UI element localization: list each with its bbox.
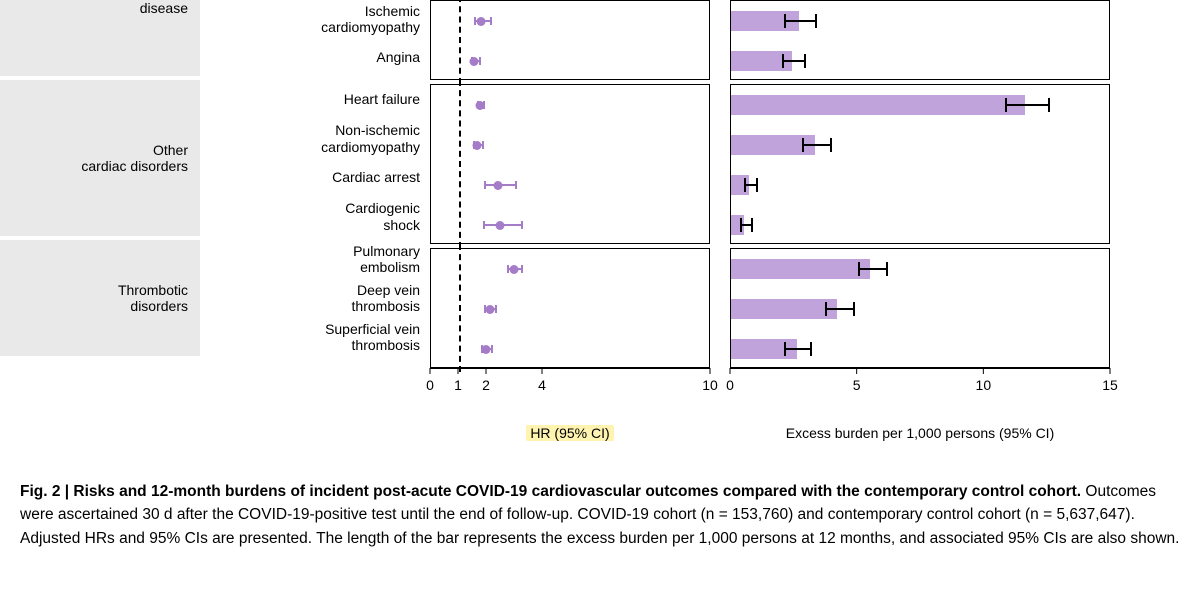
burden-panel: [730, 84, 1110, 244]
chart-area: disease Othercardiac disorders Thromboticd…: [0, 0, 1200, 368]
category-label: disease: [140, 0, 188, 16]
burden-axis-label: Excess burden per 1,000 persons (95% CI): [730, 425, 1110, 441]
category-other-cardiac: Othercardiac disorders: [0, 80, 200, 240]
burden-panel-column: [730, 0, 1110, 368]
hr-axis-label: HR (95% CI): [430, 425, 710, 441]
hr-reference-line: [459, 80, 461, 248]
burden-axis: 051015 Excess burden per 1,000 persons (…: [730, 368, 1110, 448]
row-labels-column: IschemiccardiomyopathyAnginaHeart failur…: [200, 0, 430, 368]
svg-text:4: 4: [538, 377, 546, 393]
svg-text:15: 15: [1102, 377, 1118, 393]
row-label: Non-ischemiccardiomyopathy: [200, 119, 430, 158]
burden-panel: [730, 248, 1110, 368]
svg-text:0: 0: [426, 377, 434, 393]
category-label: Thromboticdisorders: [118, 282, 188, 314]
row-label: Cardiogenicshock: [200, 197, 430, 236]
hr-axis: 012410 HR (95% CI): [430, 368, 710, 448]
hr-reference-line: [459, 0, 461, 84]
figure-caption: Fig. 2 | Risks and 12-month burdens of i…: [20, 480, 1180, 550]
row-label: Deep veinthrombosis: [200, 279, 430, 318]
panel-gap: [710, 0, 730, 368]
burden-panel: [730, 0, 1110, 80]
svg-text:10: 10: [976, 377, 992, 393]
category-thrombotic: Thromboticdisorders: [0, 240, 200, 360]
caption-title: Fig. 2 | Risks and 12-month burdens of i…: [20, 483, 1081, 500]
row-label: Ischemiccardiomyopathy: [200, 0, 430, 38]
hr-panel-column: [430, 0, 710, 368]
x-axis-area: 012410 HR (95% CI) 051015 Excess burden …: [0, 368, 1200, 448]
row-label: Angina: [200, 38, 430, 76]
hr-reference-line: [459, 244, 461, 372]
svg-text:2: 2: [482, 377, 490, 393]
hr-panel: [430, 248, 710, 368]
row-label: Cardiac arrest: [200, 158, 430, 197]
row-label: Pulmonaryembolism: [200, 240, 430, 279]
hr-panel: [430, 0, 710, 80]
labels-block: PulmonaryembolismDeep veinthrombosisSupe…: [200, 240, 430, 360]
category-disease: disease: [0, 0, 200, 80]
category-label: Othercardiac disorders: [81, 142, 188, 174]
labels-block: Heart failureNon-ischemiccardiomyopathyC…: [200, 80, 430, 240]
svg-text:1: 1: [454, 377, 462, 393]
svg-text:0: 0: [726, 377, 734, 393]
row-label: Heart failure: [200, 80, 430, 119]
category-column: disease Othercardiac disorders Thromboticd…: [0, 0, 200, 368]
figure: disease Othercardiac disorders Thromboticd…: [0, 0, 1200, 550]
labels-block: IschemiccardiomyopathyAngina: [200, 0, 430, 80]
svg-text:5: 5: [853, 377, 861, 393]
row-label: Superficial veinthrombosis: [200, 317, 430, 356]
hr-panel: [430, 84, 710, 244]
